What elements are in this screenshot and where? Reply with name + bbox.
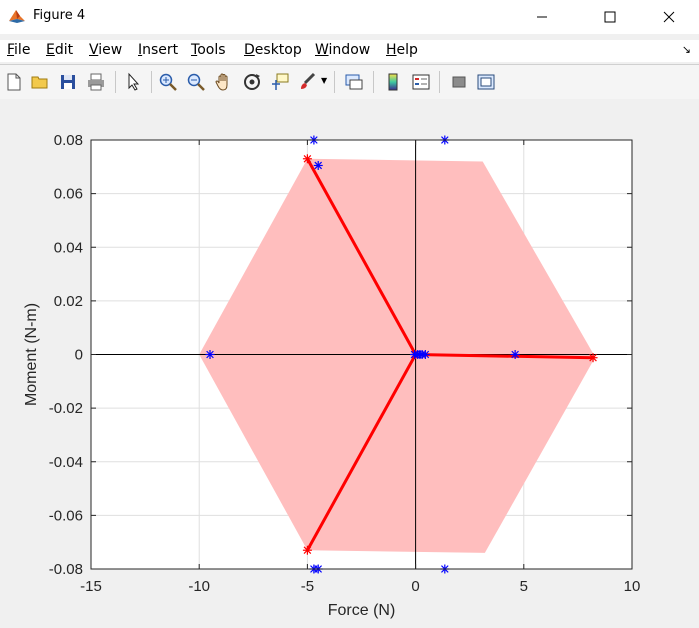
maximize-button[interactable] — [587, 0, 633, 34]
print-icon[interactable] — [86, 72, 106, 92]
x-tick-label: 10 — [624, 578, 641, 595]
blue-star-marker — [415, 350, 425, 359]
menu-help[interactable]: Help — [386, 42, 418, 58]
menu-file[interactable]: File — [7, 42, 31, 58]
menu-window[interactable]: Window — [315, 42, 371, 58]
colorbar-icon[interactable] — [383, 72, 403, 92]
red-star-marker — [302, 154, 312, 164]
maximize-icon — [604, 11, 616, 23]
y-tick-label: 0 — [75, 347, 83, 364]
matlab-logo-icon — [9, 10, 25, 23]
x-tick-label: 5 — [520, 578, 528, 595]
dock-arrow-icon[interactable]: ↘ — [681, 43, 691, 56]
menu-desktop[interactable]: Desktop — [244, 42, 302, 58]
save-icon[interactable] — [58, 72, 78, 92]
red-vector-line — [414, 353, 595, 360]
y-tick-labels: -0.08 -0.06 -0.04 -0.02 0 0.02 0.04 0.06 0.08 — [49, 132, 83, 578]
y-tick-label: 0.06 — [54, 186, 83, 203]
x-tick-label: 0 — [411, 578, 419, 595]
y-tick-label: 0.08 — [54, 132, 83, 149]
plot-svg[interactable]: -15 -10 -5 0 5 10 -0.08 -0.06 -0.04 -0.02 0 0.02 0.… — [0, 99, 699, 624]
data-cursor-icon[interactable] — [270, 72, 290, 92]
toolbar-separator — [115, 71, 116, 93]
y-tick-label: 0.04 — [54, 239, 83, 256]
show-plot-tools-icon[interactable] — [476, 72, 496, 92]
new-figure-icon[interactable] — [4, 72, 24, 92]
legend-icon[interactable] — [411, 72, 431, 92]
rotate-3d-icon[interactable] — [242, 72, 262, 92]
x-axis-label: Force (N) — [328, 602, 396, 619]
menu-view[interactable]: View — [89, 42, 123, 58]
red-star-marker — [302, 545, 312, 555]
feasible-region-polygon — [199, 158, 596, 553]
blue-star-marker — [510, 350, 520, 359]
figure-canvas: -15 -10 -5 0 5 10 -0.08 -0.06 -0.04 -0.02 0 0.02 0.… — [0, 99, 699, 624]
toolbar-separator — [439, 71, 440, 93]
red-vector-lines — [305, 157, 595, 552]
x-tick-label: -10 — [188, 578, 210, 595]
hide-plot-tools-icon[interactable] — [449, 72, 469, 92]
minimize-icon — [537, 16, 547, 18]
open-file-icon[interactable] — [30, 72, 50, 92]
y-tick-label: -0.04 — [49, 454, 83, 471]
x-tick-labels: -15 -10 -5 0 5 10 — [80, 578, 640, 595]
y-axis-label: Moment (N-m) — [23, 303, 40, 406]
menu-edit[interactable]: Edit — [46, 42, 74, 58]
y-tick-label: -0.08 — [49, 561, 83, 578]
window-title: Figure 4 — [33, 8, 86, 23]
red-star-marker — [588, 353, 598, 363]
pan-hand-icon[interactable] — [214, 72, 234, 92]
link-plot-icon[interactable] — [344, 72, 364, 92]
blue-star-marker — [313, 160, 323, 170]
toolbar-separator — [373, 71, 374, 93]
y-tick-label: 0.02 — [54, 293, 83, 310]
red-vector-line — [305, 157, 418, 356]
zoom-out-icon[interactable] — [186, 72, 206, 92]
zoom-in-icon[interactable] — [158, 72, 178, 92]
toolbar-separator — [151, 71, 152, 93]
x-tick-label: -15 — [80, 578, 102, 595]
x-tick-label: -5 — [301, 578, 314, 595]
toolbar-separator — [334, 71, 335, 93]
menu-bar: File Edit View Insert Tools Desktop Wind… — [0, 40, 699, 62]
y-tick-label: -0.06 — [49, 507, 83, 524]
figure-toolbar: ▼ — [0, 64, 699, 100]
menu-tools[interactable]: Tools — [191, 42, 226, 58]
select-arrow-icon[interactable] — [124, 72, 144, 92]
y-tick-label: -0.02 — [49, 400, 83, 417]
menu-insert[interactable]: Insert — [138, 42, 179, 58]
red-vector-line — [305, 353, 418, 552]
close-icon — [663, 11, 675, 23]
brush-icon[interactable] — [298, 72, 318, 92]
title-bar: Figure 4 — [0, 0, 699, 34]
blue-star-marker — [205, 350, 215, 359]
minimize-button[interactable] — [519, 0, 565, 34]
axis-ticks — [90, 139, 633, 570]
close-button[interactable] — [646, 0, 692, 34]
brush-dropdown-icon[interactable]: ▼ — [321, 76, 328, 85]
